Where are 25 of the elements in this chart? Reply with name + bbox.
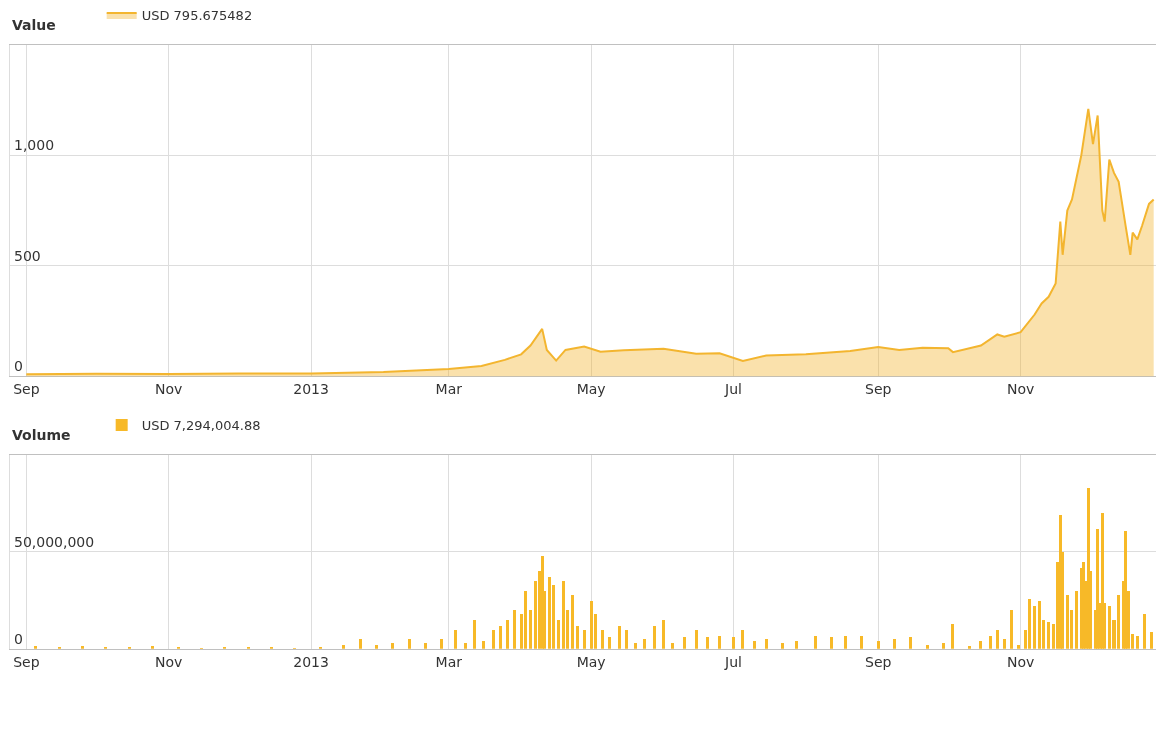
x-tick-label: May <box>576 653 606 670</box>
x-tick-label: Nov <box>155 381 183 398</box>
chart-title: Volume <box>12 427 71 443</box>
x-tick-label: 2013 <box>293 653 329 670</box>
x-tick-label: Jul <box>724 381 742 398</box>
x-tick-label: Nov <box>1006 381 1035 398</box>
y-tick-label: 1,000 <box>14 137 55 153</box>
y-tick-label: 0 <box>14 631 23 647</box>
x-tick-label: 2013 <box>293 381 329 398</box>
x-tick-label: Nov <box>155 653 183 670</box>
x-tick-label: Sep <box>865 653 892 670</box>
x-tick-label: Mar <box>435 381 463 398</box>
legend-label: USD 795.675482 <box>141 8 253 24</box>
x-tick-label: Sep <box>13 381 40 398</box>
x-tick-label: Jul <box>724 653 742 670</box>
x-tick-label: Sep <box>13 653 40 670</box>
x-tick-label: Sep <box>865 381 892 398</box>
x-tick-label: Nov <box>1006 653 1035 670</box>
x-tick-label: Mar <box>435 653 463 670</box>
chart-title: Value <box>12 17 56 33</box>
legend-label: USD 7,294,004.88 <box>141 418 261 434</box>
x-tick-label: May <box>576 381 606 398</box>
y-tick-label: 50,000,000 <box>14 534 95 550</box>
y-tick-label: 500 <box>14 248 41 264</box>
y-tick-label: 0 <box>14 358 23 374</box>
